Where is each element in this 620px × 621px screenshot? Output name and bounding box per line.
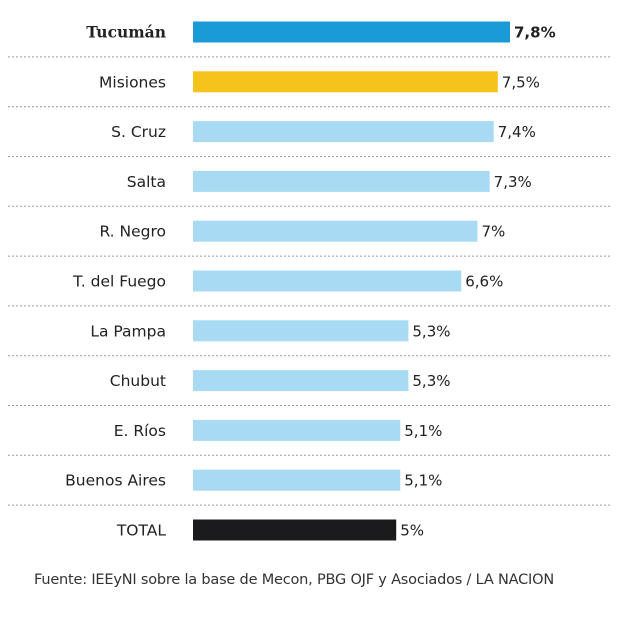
value-label: 5,1% [404,472,442,490]
category-label: Chubut [110,372,166,390]
bar [193,121,494,143]
category-label: E. Ríos [114,422,166,440]
source-note: Fuente: IEEyNI sobre la base de Mecon, P… [34,572,554,588]
bar [193,519,397,541]
category-label: TOTAL [116,522,167,540]
value-label: 5,3% [412,322,450,340]
category-label: S. Cruz [111,123,166,141]
bar [193,270,462,292]
bar [193,419,401,441]
bar-chart: Tucumán 7,8% Misiones 7,5% S. Cruz 7,4% Salta 7… [8,21,612,541]
bar [193,469,401,491]
value-label: 7,3% [494,173,532,191]
category-label: R. Negro [99,223,166,241]
value-label: 7,4% [498,123,536,141]
bar [193,71,498,93]
bar [193,370,409,392]
value-label: 7,8% [514,24,556,42]
bar [193,320,409,342]
category-label: Misiones [99,73,166,91]
value-label: 7% [481,223,505,241]
value-label: 5,1% [404,422,442,440]
bar [193,21,510,43]
category-label: Buenos Aires [65,472,166,490]
bar [193,220,478,242]
category-label: La Pampa [90,322,166,340]
value-label: 6,6% [465,273,503,291]
value-label: 5,3% [412,372,450,390]
value-label: 5% [400,522,424,540]
category-label: Salta [127,173,166,191]
category-label: T. del Fuego [72,273,166,291]
value-label: 7,5% [502,73,540,91]
bar [193,170,490,192]
category-label: Tucumán [86,23,166,42]
